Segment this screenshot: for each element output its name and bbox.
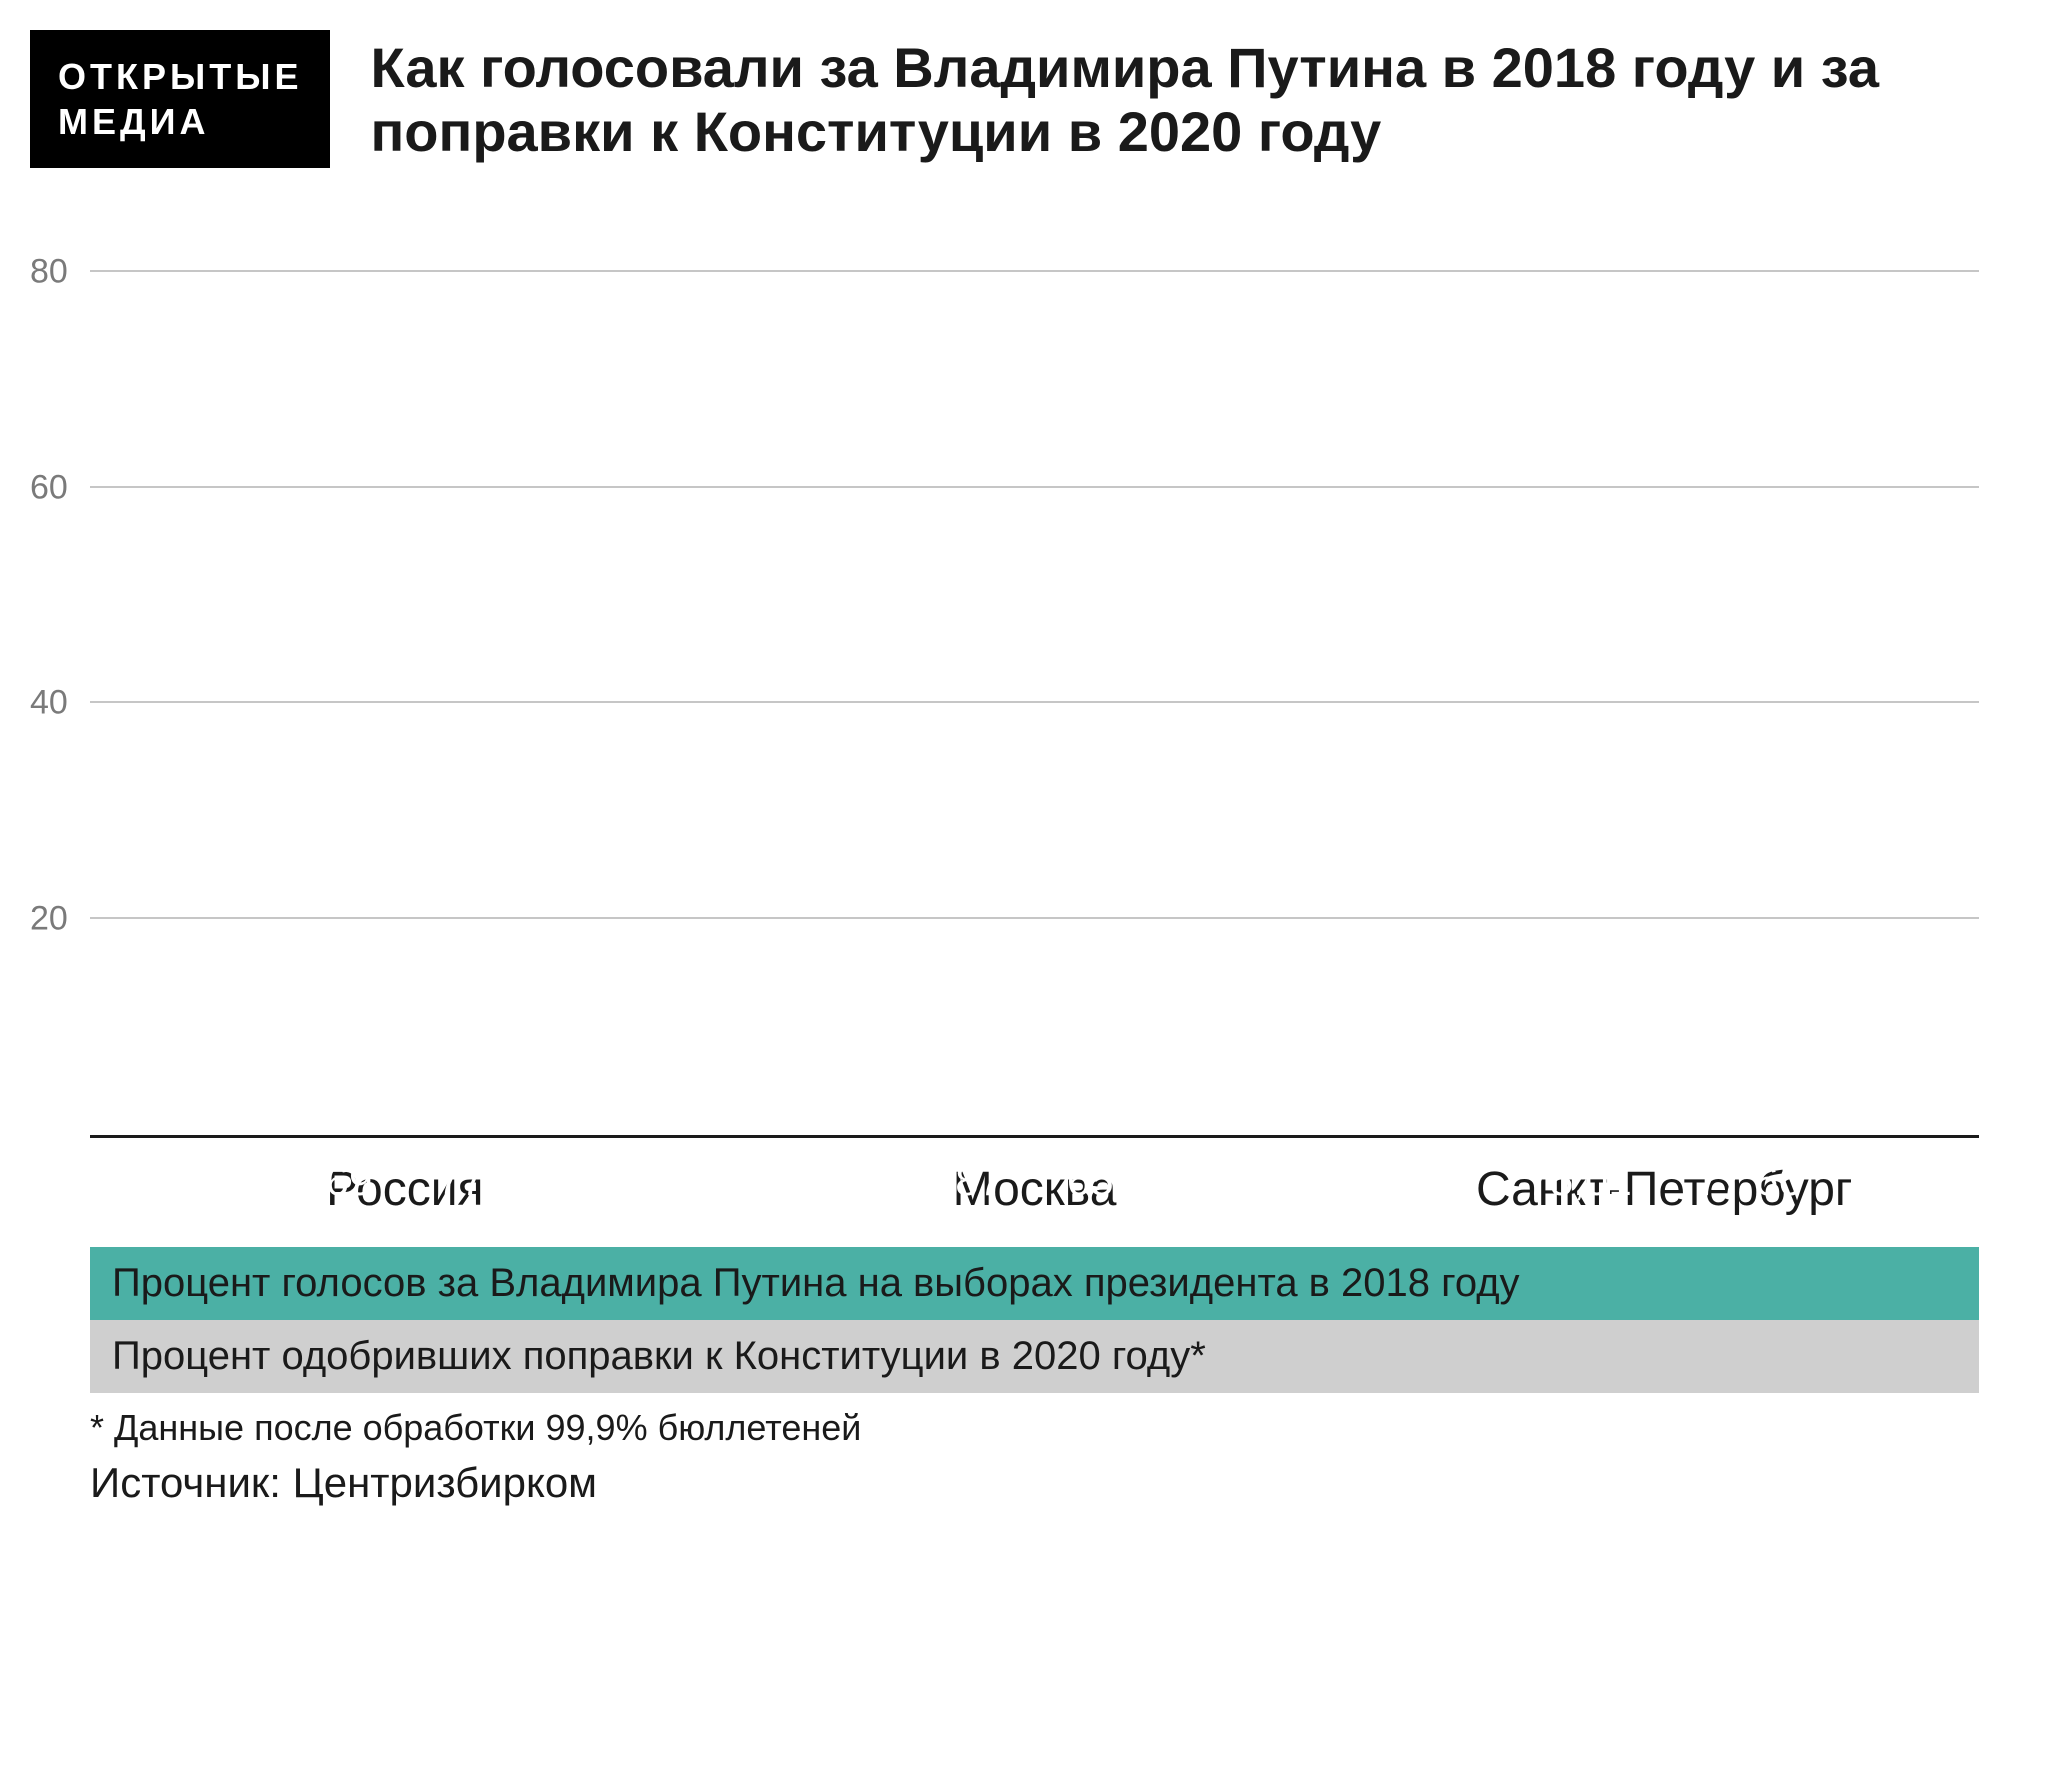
- legend-item: Процент одобривших поправки к Конституци…: [90, 1320, 1979, 1393]
- bar-value-label: 77,93: [405, 1157, 575, 1205]
- bar-value-label: 70,87: [864, 1157, 1034, 1205]
- gridline: [90, 270, 1979, 272]
- header: ОТКРЫТЫЕ МЕДИА Как голосовали за Владими…: [30, 30, 1999, 168]
- bar-value-label: 77,66: [1664, 1157, 1834, 1205]
- bar-groups: 76,6977,9370,8765,2475,0177,66: [90, 218, 1979, 1135]
- footnote: * Данные после обработки 99,9% бюллетене…: [90, 1407, 1999, 1449]
- legend-item: Процент голосов за Владимира Путина на в…: [90, 1247, 1979, 1320]
- legend: Процент голосов за Владимира Путина на в…: [90, 1247, 1979, 1393]
- gridline: [90, 701, 1979, 703]
- y-tick-label: 80: [30, 252, 80, 291]
- y-tick-label: 40: [30, 684, 80, 723]
- gridline: [90, 486, 1979, 488]
- gridline: [90, 917, 1979, 919]
- bar-value-label: 75,01: [1494, 1157, 1664, 1205]
- chart-container: 76,6977,9370,8765,2475,0177,66 20406080 …: [90, 218, 1979, 1217]
- y-tick-label: 60: [30, 468, 80, 507]
- source-text: Источник: Центризбирком: [90, 1459, 1999, 1507]
- plot-area: 76,6977,9370,8765,2475,0177,66 20406080: [90, 218, 1979, 1138]
- y-tick-label: 20: [30, 900, 80, 939]
- logo-badge: ОТКРЫТЫЕ МЕДИА: [30, 30, 330, 168]
- bar-value-label: 76,69: [235, 1157, 405, 1205]
- bar-value-label: 65,24: [1034, 1157, 1204, 1205]
- chart-title: Как голосовали за Владимира Путина в 201…: [370, 30, 1999, 165]
